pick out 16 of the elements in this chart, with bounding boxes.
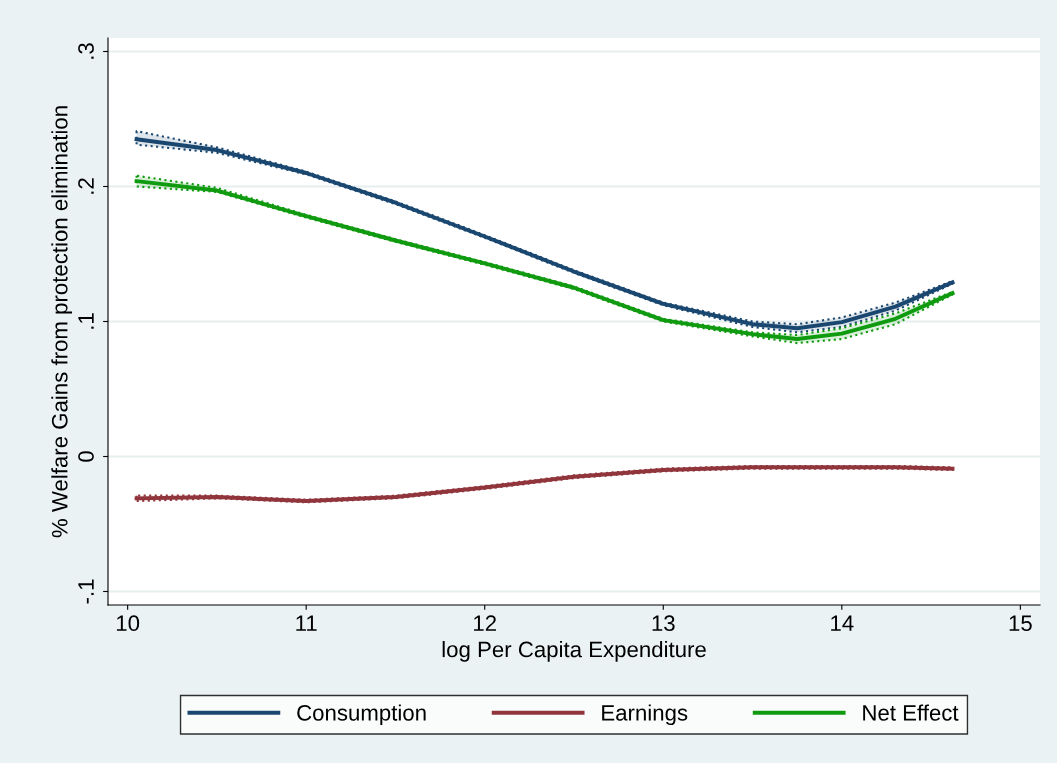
x-tick-label: 10 xyxy=(116,615,140,632)
y-tick-label: 0 xyxy=(78,451,94,462)
x-tick-label: 11 xyxy=(296,615,317,631)
x-tick-label: 13 xyxy=(652,615,675,632)
y-axis-title: % Welfare Gains from protection elimination xyxy=(51,106,73,538)
y-tick-label: -.1 xyxy=(78,579,94,604)
y-tick-label: .3 xyxy=(78,43,94,59)
legend-label: Net Effect xyxy=(863,704,959,721)
y-tick-label: .2 xyxy=(78,178,94,194)
x-tick-label: 15 xyxy=(1009,615,1032,632)
legend-label: Earnings xyxy=(602,704,688,726)
x-tick-label: 14 xyxy=(831,615,854,631)
legend-label: Consumption xyxy=(297,704,426,726)
y-tick-label: .1 xyxy=(78,313,94,329)
x-tick-label: 12 xyxy=(474,615,496,631)
x-axis-title: log Per Capita Expenditure xyxy=(442,640,706,662)
